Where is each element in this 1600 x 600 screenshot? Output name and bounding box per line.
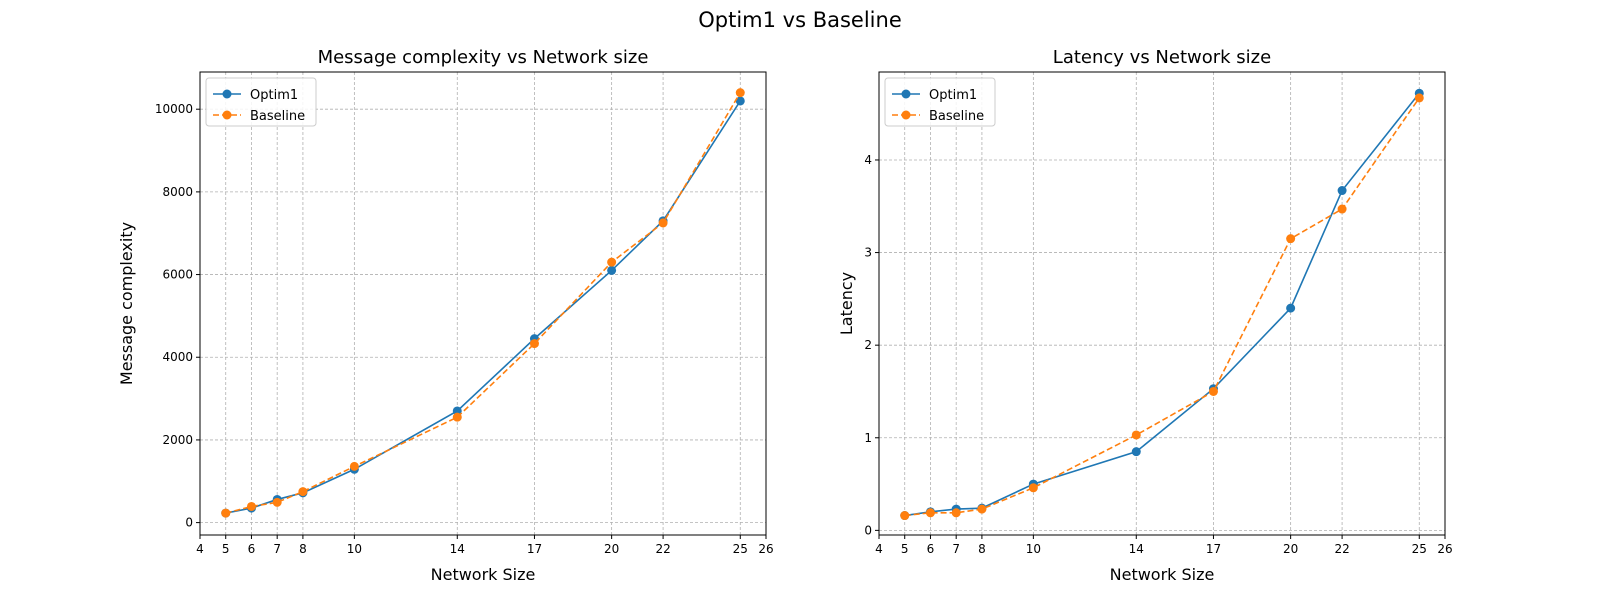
complexity-baseline-point <box>529 339 539 349</box>
complexity-x-tick-label: 25 <box>733 542 748 556</box>
latency-x-tick-label: 25 <box>1412 542 1427 556</box>
complexity-baseline-point <box>298 487 308 497</box>
latency-legend: Optim1 Baseline <box>884 77 996 127</box>
complexity-baseline-point <box>607 257 617 267</box>
latency-x-tick-label: 26 <box>1437 542 1452 556</box>
latency-x-tick-label: 20 <box>1283 542 1298 556</box>
complexity-baseline-point <box>272 497 282 507</box>
complexity-x-tick-label: 20 <box>604 542 619 556</box>
latency-baseline-point <box>1286 234 1296 244</box>
latency-plot-frame <box>878 71 1446 536</box>
latency-legend-box <box>884 77 996 127</box>
latency-legend-optim1-label: Optim1 <box>929 88 977 103</box>
latency-baseline-line <box>904 97 1420 517</box>
complexity-baseline-line <box>225 92 741 514</box>
complexity-x-tick-label: 5 <box>222 542 230 556</box>
complexity-optim1-point <box>735 96 745 106</box>
complexity-chart-title: Message complexity vs Network size <box>318 47 649 68</box>
complexity-y-tick-label: 2000 <box>162 433 193 447</box>
latency-optim1-line <box>904 92 1420 517</box>
complexity-y-axis-label: Message complexity <box>117 222 136 385</box>
complexity-baseline-point <box>452 412 462 422</box>
complexity-x-tick-label: 10 <box>347 542 362 556</box>
message-complexity-chart: 4 5 6 7 8 10 14 17 20 22 25 26 0 2000 4000 6000 8000 1000… <box>117 47 774 584</box>
complexity-baseline-point <box>349 461 359 471</box>
complexity-y-tick-label: 4000 <box>162 350 193 364</box>
complexity-legend: Optim1 Baseline <box>205 77 317 127</box>
complexity-baseline-point <box>658 218 668 228</box>
complexity-x-tick-label: 22 <box>655 542 670 556</box>
complexity-baseline-point <box>221 508 231 518</box>
latency-optim1-point <box>1337 186 1347 196</box>
complexity-x-tick-label: 14 <box>450 542 465 556</box>
latency-chart-title: Latency vs Network size <box>1053 47 1271 68</box>
complexity-x-tick-label: 4 <box>196 542 204 556</box>
latency-y-tick-label: 3 <box>864 246 872 260</box>
latency-x-tick-label: 10 <box>1026 542 1041 556</box>
latency-x-tick-label: 6 <box>927 542 935 556</box>
complexity-y-tick-label: 10000 <box>155 102 193 116</box>
latency-baseline-point <box>1337 204 1347 214</box>
latency-baseline-point <box>1208 386 1218 396</box>
latency-baseline-point <box>977 504 987 514</box>
latency-x-tick-label: 17 <box>1206 542 1221 556</box>
complexity-legend-baseline-marker <box>222 110 232 120</box>
complexity-x-tick-label: 6 <box>248 542 256 556</box>
latency-chart: 4 5 6 7 8 10 14 17 20 22 25 26 0 1 2 3 4 Latency vs Netwo… <box>837 47 1453 584</box>
complexity-x-tick-label: 8 <box>299 542 307 556</box>
latency-y-tick-label: 2 <box>864 338 872 352</box>
latency-x-tick-label: 5 <box>901 542 909 556</box>
latency-x-tick-label: 14 <box>1129 542 1144 556</box>
latency-legend-baseline-label: Baseline <box>929 109 984 124</box>
latency-x-tick-label: 7 <box>952 542 960 556</box>
latency-y-tick-label: 1 <box>864 431 872 445</box>
latency-legend-baseline-marker <box>901 110 911 120</box>
latency-y-axis-label: Latency <box>837 272 856 335</box>
latency-y-tick-label: 4 <box>864 153 872 167</box>
latency-baseline-point <box>925 508 935 518</box>
complexity-y-tick-label: 0 <box>185 516 193 530</box>
complexity-plot-frame <box>199 71 767 536</box>
latency-optim1-point <box>1286 303 1296 313</box>
figure-suptitle: Optim1 vs Baseline <box>698 8 902 32</box>
latency-x-tick-label: 8 <box>978 542 986 556</box>
latency-x-axis-label: Network Size <box>1110 565 1215 584</box>
latency-baseline-point <box>951 508 961 518</box>
latency-baseline-point <box>1028 483 1038 493</box>
latency-baseline-point <box>1131 430 1141 440</box>
complexity-legend-box <box>205 77 317 127</box>
latency-baseline-point <box>900 511 910 521</box>
complexity-optim1-point <box>607 265 617 275</box>
complexity-x-tick-label: 17 <box>527 542 542 556</box>
complexity-x-tick-label: 26 <box>758 542 773 556</box>
complexity-legend-baseline-label: Baseline <box>250 109 305 124</box>
complexity-baseline-point <box>246 501 256 511</box>
complexity-legend-optim1-marker <box>222 89 232 99</box>
complexity-x-axis-label: Network Size <box>431 565 536 584</box>
complexity-optim1-point <box>452 406 462 416</box>
latency-optim1-point <box>1131 447 1141 457</box>
latency-x-tick-label: 4 <box>875 542 883 556</box>
complexity-baseline-point <box>735 88 745 98</box>
complexity-y-tick-label: 6000 <box>162 268 193 282</box>
latency-y-tick-label: 0 <box>864 523 872 537</box>
complexity-legend-optim1-label: Optim1 <box>250 88 298 103</box>
latency-x-tick-label: 22 <box>1334 542 1349 556</box>
complexity-x-tick-label: 7 <box>273 542 281 556</box>
latency-baseline-point <box>1414 93 1424 103</box>
complexity-y-tick-label: 8000 <box>162 185 193 199</box>
latency-legend-optim1-marker <box>901 89 911 99</box>
